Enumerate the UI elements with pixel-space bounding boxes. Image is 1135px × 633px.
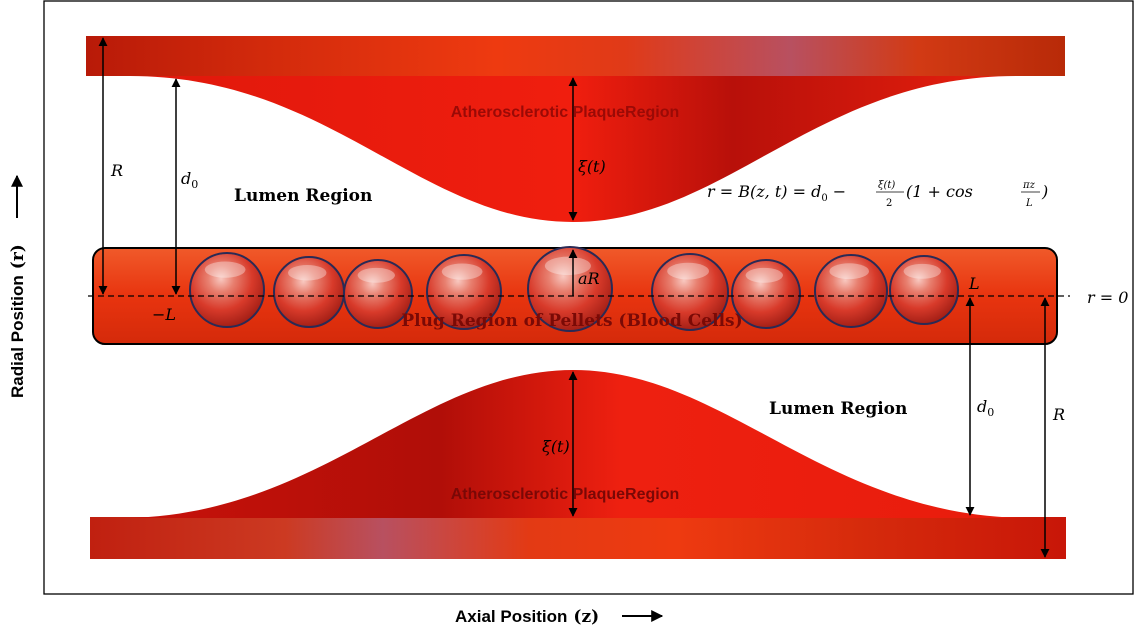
plug-region-label: Plug Region of Pellets (Blood Cells) <box>401 311 742 331</box>
blood-cell <box>889 255 959 325</box>
blood-cell-highlight <box>903 263 941 279</box>
blood-cells-group <box>189 246 959 332</box>
aR-symbol: aR <box>578 269 600 288</box>
blood-cell-highlight <box>544 256 592 276</box>
xi-bottom-symbol: ξ(t) <box>542 437 570 456</box>
svg-text:πz: πz <box>1022 180 1036 191</box>
bottom-lumen-label: Lumen Region <box>769 399 907 419</box>
blood-cell <box>343 259 413 329</box>
boundary-equation: r = B(z, t) = d0 − ξ(t) 2 (1 + cos πz L … <box>707 180 1048 209</box>
r-zero-symbol: r = 0 <box>1087 288 1128 307</box>
blood-cell-highlight <box>745 267 783 283</box>
svg-text:Radial Position(r): Radial Position(r) <box>8 244 28 398</box>
xi-top-symbol: ξ(t) <box>578 157 606 176</box>
top-plaque-label: Atherosclerotic PlaqueRegion <box>451 104 680 121</box>
svg-text:2: 2 <box>886 198 892 209</box>
svg-text:Axial Position(z): Axial Position (z) <box>455 607 599 627</box>
top-lumen-label: Lumen Region <box>234 186 372 206</box>
blood-cell-highlight <box>204 261 246 278</box>
blood-cell <box>731 259 801 329</box>
R-left-symbol: R <box>110 161 123 180</box>
blood-cell <box>651 253 729 331</box>
blood-cell-highlight <box>667 262 709 280</box>
blood-cell <box>189 252 265 328</box>
svg-text:(1 + cos: (1 + cos <box>906 182 973 201</box>
x-axis-title: Axial Position (z) <box>455 607 664 627</box>
d0-left-symbol: d0 <box>181 169 198 191</box>
top-artery-wall <box>86 36 1065 76</box>
bottom-plaque-label: Atherosclerotic PlaqueRegion <box>451 486 680 503</box>
R-right-symbol: R <box>1052 405 1065 424</box>
svg-text:r = B(z, t) = d0 −: r = B(z, t) = d0 − <box>707 182 846 204</box>
blood-cell-highlight <box>288 265 327 281</box>
svg-text:L: L <box>1025 198 1033 209</box>
blood-cell <box>527 246 613 332</box>
L-right-symbol: L <box>968 274 980 293</box>
blood-cell <box>814 254 888 328</box>
svg-text:): ) <box>1041 182 1048 201</box>
blood-cell-highlight <box>441 263 483 280</box>
blood-cell <box>426 254 502 330</box>
svg-text:ξ(t): ξ(t) <box>878 180 895 191</box>
d0-right-symbol: d0 <box>977 397 994 419</box>
blood-cell-highlight <box>829 263 869 280</box>
blood-cell-highlight <box>357 267 395 283</box>
bottom-artery-wall <box>90 517 1066 559</box>
y-axis-title: Radial Position(r) <box>8 174 28 398</box>
L-left-symbol: −L <box>152 305 176 324</box>
